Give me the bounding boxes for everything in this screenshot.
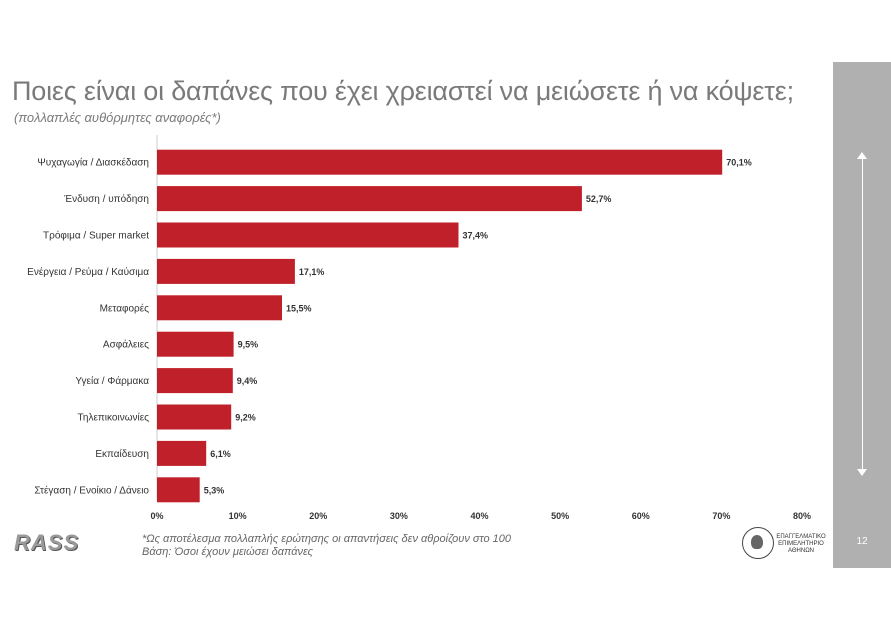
bar [157,368,233,394]
footnote-line-2: Βάση: Όσοι έχουν μειώσει δαπάνες [142,546,313,558]
bar [157,295,282,321]
category-label: Μεταφορές [100,302,150,314]
bar [157,258,295,284]
slide-number: 12 [856,536,868,547]
data-label: 9,4% [237,376,258,386]
x-tick-label: 10% [229,511,247,521]
category-label: Στέγαση / Ενοίκιο / Δάνειο [34,484,149,496]
data-label: 17,1% [299,267,325,277]
data-label: 52,7% [586,194,612,204]
data-label: 9,2% [235,413,256,423]
data-label: 9,5% [238,340,259,350]
data-label: 15,5% [286,303,312,313]
footnote-line-1: *Ως αποτέλεσμα πολλαπλής ερώτησης οι απα… [142,533,512,545]
category-label: Ψυχαγωγία / Διασκέδαση [37,157,149,169]
bar [157,222,459,248]
chamber-logo-text: ΕΠΑΓΓΕΛΜΑΤΙΚΟ ΕΠΙΜΕΛΗΤΗΡΙΟ ΑΘΗΝΩΝ [776,534,826,554]
x-tick-label: 50% [551,511,569,521]
category-label: Ενέργεια / Ρεύμα / Καύσιμα [27,266,149,278]
category-label: Τηλεπικοινωνίες [78,412,150,424]
x-tick-label: 0% [150,511,163,521]
category-label: Υγεία / Φάρμακα [75,375,149,387]
x-tick-label: 80% [793,511,811,521]
bar [157,404,232,430]
data-label: 6,1% [210,449,231,459]
data-label: 37,4% [463,231,489,241]
data-label: 5,3% [204,485,225,495]
chart-title: Ποιες είναι οι δαπάνες που έχει χρειαστε… [12,76,794,106]
footnote: *Ως αποτέλεσμα πολλαπλής ερώτησης οι απα… [142,533,511,559]
arrow-up-icon [857,152,867,159]
bar [157,331,234,357]
scroll-line [862,155,863,473]
chamber-seal-icon [742,527,774,559]
x-tick-label: 70% [712,511,730,521]
x-tick-label: 30% [390,511,408,521]
bar [157,149,723,175]
data-label: 70,1% [726,158,752,168]
category-label: Ένδυση / υπόδηση [63,193,149,205]
bar [157,186,582,212]
x-tick-label: 60% [632,511,650,521]
chamber-logo: ΕΠΑΓΓΕΛΜΑΤΙΚΟ ΕΠΙΜΕΛΗΤΗΡΙΟ ΑΘΗΝΩΝ [742,527,830,563]
chart-subtitle: (πολλαπλές αυθόρμητες αναφορές*) [14,110,221,125]
category-label: Εκπαίδευση [95,448,149,460]
category-label: Τρόφιμα / Super market [43,230,149,242]
x-tick-label: 20% [309,511,327,521]
rass-logo: RASS [14,530,80,555]
arrow-down-icon [857,469,867,476]
bar [157,440,207,466]
x-tick-label: 40% [470,511,488,521]
category-label: Ασφάλειες [103,339,149,351]
bar [157,477,200,503]
